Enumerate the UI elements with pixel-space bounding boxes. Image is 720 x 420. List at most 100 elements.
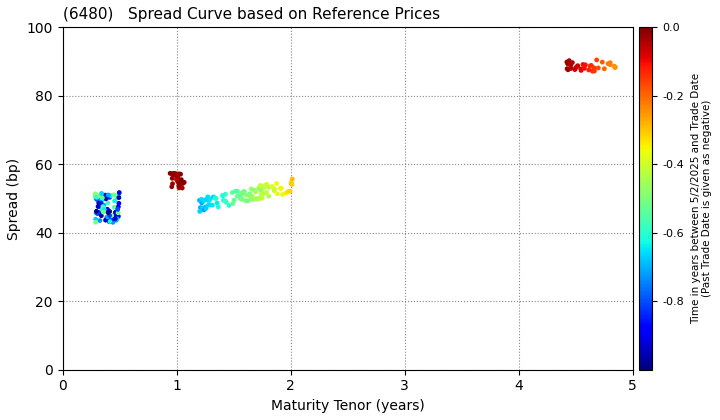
- Point: [197, 197, 209, 204]
- Point: [235, 192, 247, 199]
- Point: [258, 190, 269, 197]
- Point: [196, 196, 207, 202]
- Point: [220, 191, 231, 197]
- Point: [561, 59, 572, 66]
- Point: [169, 172, 181, 178]
- Point: [572, 62, 583, 69]
- Point: [577, 61, 589, 68]
- Point: [263, 193, 274, 199]
- Point: [255, 187, 266, 194]
- Point: [251, 195, 263, 202]
- Point: [166, 175, 178, 182]
- Point: [199, 197, 211, 204]
- Point: [104, 194, 115, 201]
- Point: [91, 208, 102, 215]
- Point: [109, 209, 121, 215]
- Point: [112, 194, 123, 201]
- Y-axis label: Spread (bp): Spread (bp): [7, 158, 21, 239]
- Point: [90, 219, 102, 226]
- Point: [254, 194, 266, 201]
- Point: [107, 215, 118, 222]
- Point: [96, 212, 107, 219]
- Point: [202, 197, 214, 204]
- Point: [172, 178, 184, 185]
- Point: [89, 192, 101, 199]
- Point: [198, 207, 210, 213]
- Point: [102, 192, 114, 198]
- Point: [196, 200, 207, 206]
- Point: [176, 176, 187, 183]
- Point: [167, 172, 179, 178]
- Point: [248, 195, 260, 202]
- Point: [256, 186, 267, 193]
- Point: [194, 204, 206, 211]
- Text: (6480)   Spread Curve based on Reference Prices: (6480) Spread Curve based on Reference P…: [63, 7, 440, 22]
- Point: [207, 202, 218, 209]
- Point: [94, 209, 105, 216]
- Point: [109, 211, 120, 218]
- Point: [212, 200, 223, 206]
- Point: [175, 171, 186, 178]
- Point: [261, 189, 272, 196]
- Point: [244, 191, 256, 197]
- Point: [571, 63, 582, 70]
- Point: [114, 189, 125, 196]
- Point: [96, 207, 108, 213]
- Point: [585, 62, 597, 69]
- Point: [105, 192, 117, 199]
- Point: [99, 192, 111, 199]
- Point: [246, 193, 258, 199]
- Point: [92, 203, 104, 210]
- Point: [200, 205, 212, 212]
- Point: [274, 185, 286, 192]
- Point: [249, 187, 261, 194]
- Point: [250, 189, 261, 195]
- Point: [286, 179, 297, 186]
- Point: [104, 218, 115, 225]
- Point: [109, 215, 121, 222]
- Point: [106, 212, 117, 219]
- Point: [258, 184, 270, 191]
- Point: [603, 60, 614, 67]
- Point: [112, 203, 124, 210]
- Point: [94, 202, 105, 209]
- Point: [172, 174, 184, 181]
- Point: [228, 197, 240, 204]
- Point: [236, 196, 248, 203]
- Point: [589, 68, 600, 74]
- Point: [570, 65, 581, 71]
- Point: [94, 203, 105, 210]
- Point: [207, 194, 219, 201]
- Point: [112, 209, 124, 216]
- Point: [92, 210, 104, 217]
- Point: [168, 170, 179, 177]
- Point: [212, 203, 224, 210]
- Point: [104, 208, 115, 215]
- Point: [92, 197, 104, 204]
- Point: [269, 186, 281, 192]
- Point: [283, 188, 294, 194]
- Point: [227, 200, 238, 207]
- Point: [174, 182, 186, 189]
- Point: [604, 61, 616, 68]
- Point: [112, 213, 124, 220]
- Point: [174, 179, 185, 186]
- Point: [598, 66, 610, 72]
- Point: [227, 189, 238, 196]
- Point: [102, 206, 113, 213]
- Point: [287, 176, 298, 182]
- Point: [579, 65, 590, 72]
- Point: [253, 185, 264, 192]
- Point: [593, 65, 604, 71]
- Point: [196, 199, 207, 205]
- Point: [597, 59, 608, 66]
- Point: [220, 198, 231, 205]
- Point: [284, 188, 296, 194]
- Point: [89, 191, 101, 197]
- Point: [204, 201, 216, 208]
- Point: [202, 194, 214, 200]
- Point: [201, 196, 212, 203]
- Point: [587, 68, 598, 74]
- Point: [96, 205, 107, 211]
- Point: [166, 184, 178, 190]
